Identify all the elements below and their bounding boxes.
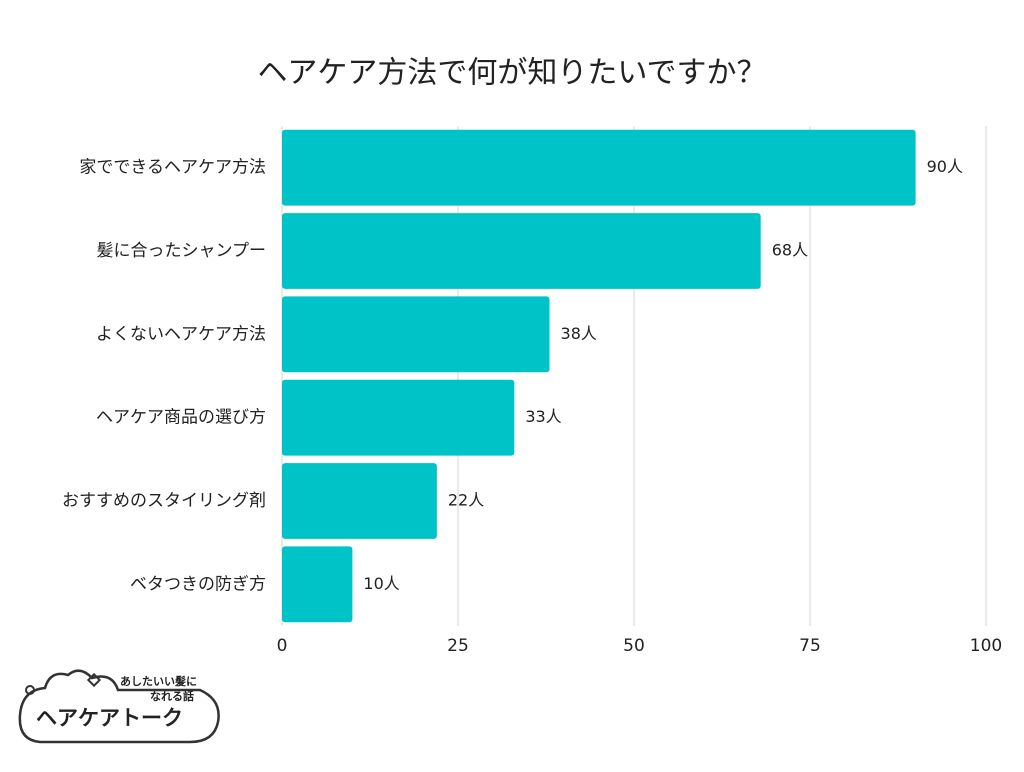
logo: あしたいい髪に なれる話 ヘアケアトーク <box>18 669 220 744</box>
y-tick-label: ヘアケア商品の選び方 <box>96 408 266 428</box>
bar <box>282 546 353 623</box>
y-tick-label: おすすめのスタイリング剤 <box>62 491 266 511</box>
bar <box>282 296 550 373</box>
x-tick-label: 75 <box>799 636 821 656</box>
value-label: 90人 <box>927 157 963 176</box>
value-label: 33人 <box>525 407 561 426</box>
value-label: 10人 <box>363 574 399 593</box>
x-tick-label: 25 <box>447 636 469 656</box>
logo-tagline: あしたいい髪に <box>120 674 197 688</box>
bar <box>282 213 761 289</box>
value-label: 38人 <box>561 324 597 343</box>
y-tick-label: ベタつきの防ぎ方 <box>130 574 266 594</box>
logo-name: ヘアケアトーク <box>36 706 183 730</box>
logo-tagline: なれる話 <box>150 689 194 703</box>
logo-cloud <box>18 669 220 744</box>
x-tick-label: 50 <box>623 636 645 656</box>
bar <box>282 379 515 456</box>
bar <box>282 463 437 539</box>
value-label: 22人 <box>448 491 484 510</box>
y-tick-label: 髪に合ったシャンプー <box>97 241 267 261</box>
x-tick-label: 100 <box>970 636 1002 656</box>
value-label: 68人 <box>772 241 808 260</box>
x-tick-label: 0 <box>277 636 288 656</box>
logo-bubble <box>25 685 35 695</box>
bar <box>282 129 916 206</box>
y-tick-label: よくないヘアケア方法 <box>96 324 266 344</box>
logo-sparkle <box>86 672 102 688</box>
y-tick-label: 家でできるヘアケア方法 <box>79 158 266 178</box>
chart-title: ヘアケア方法で何が知りたいですか？ <box>257 56 766 91</box>
